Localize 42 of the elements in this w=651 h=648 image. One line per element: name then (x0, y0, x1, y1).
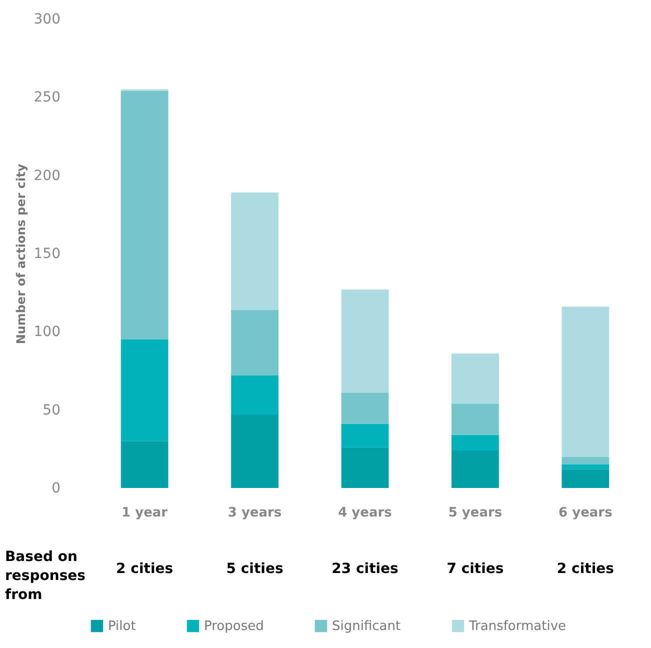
bar (231, 375, 278, 415)
bar (341, 392, 389, 424)
text: Based on responses from (5, 549, 86, 603)
bar (120, 441, 168, 488)
bar (452, 450, 499, 488)
text: 2 cities (556, 561, 614, 577)
text: 2 cities (116, 561, 174, 577)
y-tick-label: 50 (42, 402, 60, 418)
text: 7 cities (446, 561, 504, 577)
legend-label: Transformative (468, 619, 566, 634)
legend-label: Pilot (108, 619, 136, 634)
x-tick-label: 3 years (228, 506, 282, 520)
x-tick-label: 5 years (448, 506, 502, 520)
bar (231, 192, 278, 310)
bar (120, 90, 168, 340)
legend-label: Significant (332, 619, 401, 634)
bar (231, 414, 278, 488)
bar (120, 339, 168, 442)
y-axis-title: Number of actions per city (14, 164, 28, 344)
y-tick-label: 200 (34, 168, 60, 184)
legend-label: Proposed (204, 619, 264, 634)
text: 23 cities (332, 561, 398, 577)
y-tick-label: 150 (34, 246, 60, 262)
x-tick-label: 6 years (558, 506, 613, 520)
bar (341, 424, 389, 448)
y-tick-label: 250 (34, 90, 60, 106)
bar (452, 434, 499, 450)
y-tick-label: 100 (34, 324, 60, 340)
bar (562, 469, 610, 488)
y-tick-label: 300 (34, 12, 60, 28)
bar (562, 306, 610, 457)
y-tick-label: 0 (52, 480, 60, 496)
bar (562, 456, 610, 465)
x-tick-label: 1 year (122, 506, 168, 520)
bar (341, 289, 389, 393)
bar (562, 464, 610, 470)
text: 5 cities (226, 561, 284, 577)
bar (452, 404, 499, 435)
bar (341, 447, 389, 488)
bar (231, 310, 278, 376)
x-tick-label: 4 years (338, 506, 392, 520)
bar (452, 354, 499, 404)
